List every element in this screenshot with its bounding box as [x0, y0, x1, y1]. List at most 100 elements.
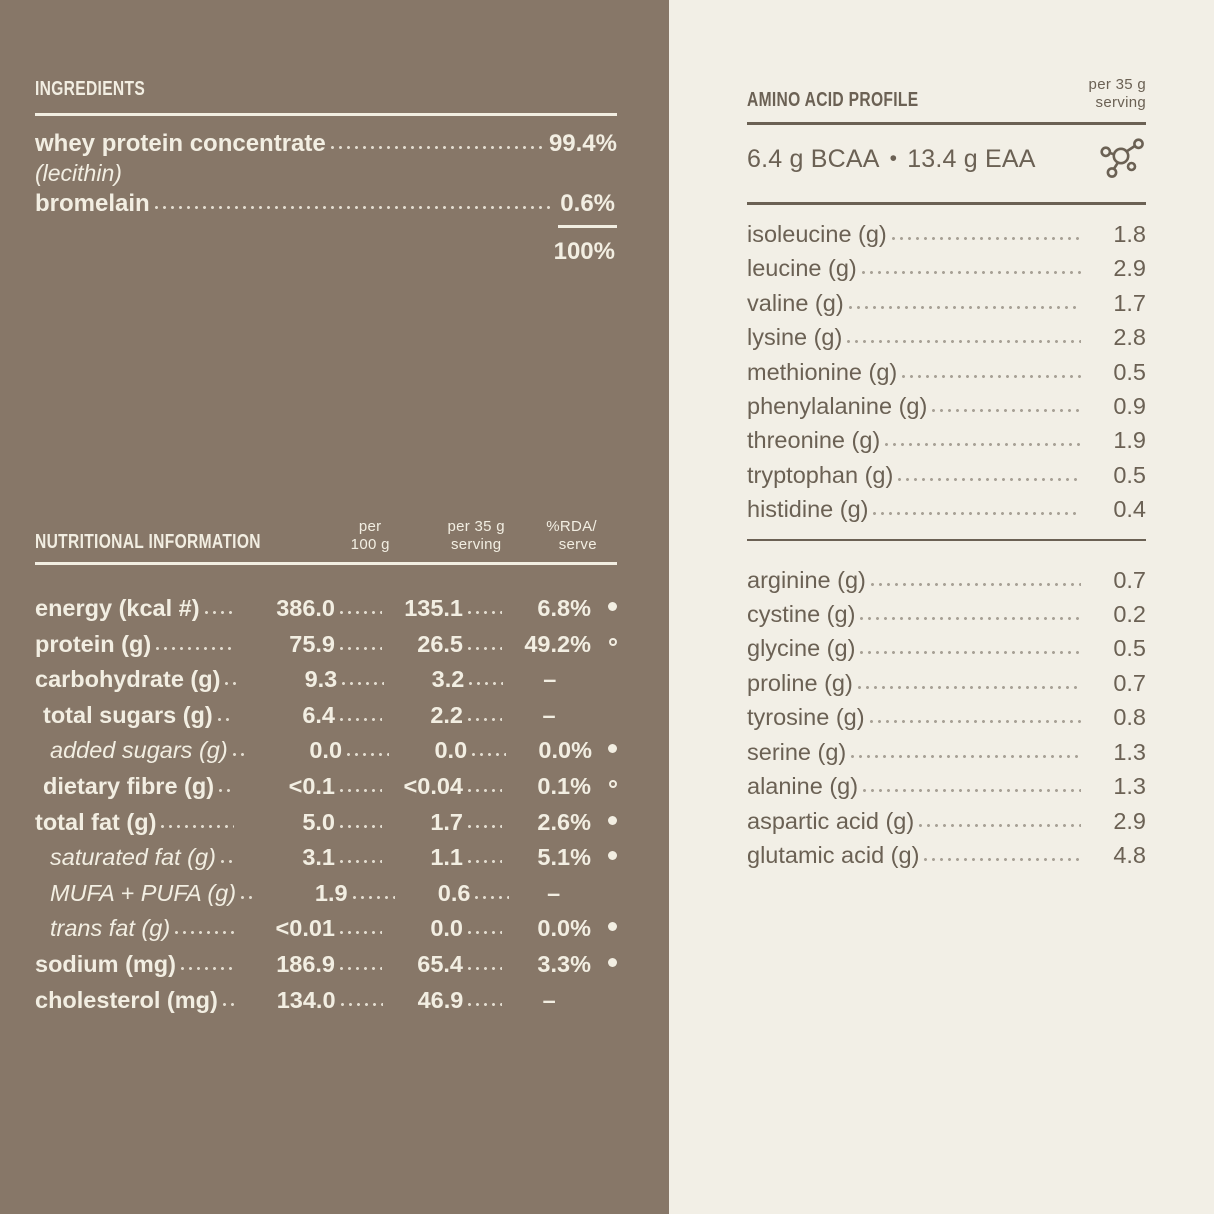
dotted-leader — [869, 720, 1081, 724]
rda-bullet — [591, 840, 617, 876]
amino-name: alanine (g) — [747, 773, 859, 800]
rda-bullet — [591, 947, 617, 983]
amino-rows-nonessential: arginine (g) 0.7 cystine (g) 0.2 glycine… — [747, 541, 1146, 873]
dotted-leader — [468, 788, 502, 792]
dotted-leader — [175, 931, 234, 935]
value-per-100g: 1.9 — [314, 879, 348, 906]
nutrient-name: carbohydrate (g) — [35, 666, 221, 693]
ingredient-row: whey protein concentrate 99.4% — [35, 128, 617, 159]
value-per-100g: 134.0 — [276, 986, 336, 1013]
amino-row: tryptophan (g) 0.5 — [747, 458, 1146, 492]
dotted-leader — [222, 1002, 235, 1006]
amino-value: 0.5 — [1113, 461, 1146, 488]
bullet-icon — [608, 957, 617, 967]
value-rda: 6.8% — [537, 595, 591, 621]
amino-value: 1.3 — [1113, 738, 1146, 765]
amino-acid-panel: AMINO ACID PROFILE per 35 g serving 6.4 … — [669, 0, 1214, 1214]
dotted-leader — [342, 682, 385, 686]
amino-row: isoleucine (g) 1.8 — [747, 217, 1146, 251]
bullet-icon — [608, 744, 617, 754]
nutrient-name: energy (kcal #) — [35, 595, 200, 621]
amino-name: leucine (g) — [747, 255, 857, 282]
amino-name: tyrosine (g) — [747, 704, 865, 731]
rda-bullet — [591, 911, 617, 947]
amino-value: 0.4 — [1113, 496, 1146, 523]
amino-value: 0.5 — [1113, 635, 1146, 662]
value-per-35g: 26.5 — [417, 630, 463, 657]
nutrient-name: MUFA + PUFA (g) — [50, 879, 237, 906]
amino-value: 1.3 — [1113, 773, 1146, 800]
nutrition-divider — [35, 562, 617, 565]
dotted-leader — [340, 824, 382, 828]
ingredient-name: whey protein concentrate — [35, 130, 326, 157]
value-per-100g: 186.9 — [276, 950, 335, 977]
amino-section: AMINO ACID PROFILE per 35 g serving 6.4 … — [747, 76, 1146, 872]
dotted-leader — [468, 611, 502, 614]
amino-row: proline (g) 0.7 — [747, 666, 1146, 700]
dotted-leader — [469, 682, 504, 686]
dotted-leader — [860, 651, 1081, 655]
dotted-leader — [475, 895, 510, 899]
nutrient-name: added sugars (g) — [50, 737, 228, 764]
value-per-100g: <0.01 — [275, 915, 335, 942]
value-per-35g: 0.0 — [434, 737, 468, 764]
amino-name: glycine (g) — [747, 635, 856, 662]
bullet-icon — [608, 815, 617, 825]
dotted-leader — [848, 305, 1081, 309]
amino-name: aspartic acid (g) — [747, 807, 915, 834]
rda-bullet — [591, 805, 617, 841]
dotted-leader — [217, 717, 234, 721]
amino-name: valine (g) — [747, 289, 844, 316]
bcaa-summary-row: 6.4 g BCAA • 13.4 g EAA — [747, 125, 1146, 192]
dotted-leader — [340, 966, 382, 970]
dotted-leader — [340, 646, 382, 650]
eaa-amount: 13.4 g EAA — [907, 144, 1036, 173]
amino-name: serine (g) — [747, 738, 847, 765]
amino-subtitle: per 35 g serving — [1088, 76, 1146, 111]
amino-row: histidine (g) 0.4 — [747, 492, 1146, 526]
dotted-leader — [873, 512, 1081, 516]
nutrition-title: NUTRITIONAL INFORMATION — [35, 531, 261, 553]
value-rda: 0.0% — [538, 737, 592, 764]
value-per-100g: <0.1 — [288, 772, 335, 799]
amino-row: methionine (g) 0.5 — [747, 355, 1146, 389]
amino-value: 2.8 — [1113, 324, 1146, 351]
dotted-leader — [352, 895, 395, 899]
amino-name: tryptophan (g) — [747, 461, 894, 488]
amino-row: aspartic acid (g) 2.9 — [747, 804, 1146, 838]
value-rda: – — [542, 986, 556, 1013]
dotted-leader — [161, 824, 234, 828]
nutrition-row: energy (kcal #) 386.0 135.1 6.8% — [35, 591, 617, 627]
amino-row: alanine (g) 1.3 — [747, 769, 1146, 803]
nutrition-row: total fat (g) 5.0 1.7 2.6% — [35, 805, 617, 841]
bullet-icon — [608, 922, 617, 932]
nutrition-row: cholesterol (mg) 134.0 46.9 – — [35, 983, 617, 1019]
dotted-leader — [241, 895, 254, 899]
amino-value: 1.8 — [1113, 221, 1146, 247]
dotted-leader — [863, 789, 1081, 793]
amino-name: isoleucine (g) — [747, 221, 887, 247]
dotted-leader — [870, 582, 1081, 586]
value-per-35g: 0.0 — [430, 915, 463, 942]
nutrition-row: MUFA + PUFA (g) 1.9 0.6 – — [35, 876, 617, 912]
amino-value: 0.2 — [1113, 601, 1146, 628]
molecule-icon — [1100, 138, 1144, 178]
dotted-leader — [340, 611, 382, 614]
nutrient-name: total fat (g) — [35, 808, 157, 835]
ingredients-nutrition-panel: INGREDIENTS whey protein concentrate 99.… — [0, 0, 669, 1214]
amino-row: tyrosine (g) 0.8 — [747, 700, 1146, 734]
value-rda: 2.6% — [537, 808, 591, 835]
dotted-leader — [847, 340, 1081, 344]
amino-row: glycine (g) 0.5 — [747, 631, 1146, 665]
nutrition-row: protein (g) 75.9 26.5 49.2% — [35, 627, 617, 663]
value-rda: 5.1% — [537, 844, 591, 871]
nutrition-row: added sugars (g) 0.0 0.0 0.0% — [35, 733, 617, 769]
rda-bullet — [591, 627, 617, 663]
bcaa-summary: 6.4 g BCAA • 13.4 g EAA — [747, 145, 1036, 174]
amino-row: arginine (g) 0.7 — [747, 563, 1146, 597]
dotted-leader — [468, 860, 502, 864]
dotted-leader — [468, 824, 502, 828]
col-header-rda: %RDA/ serve — [546, 518, 597, 553]
dotted-leader — [468, 1002, 503, 1006]
ingredient-row: bromelain 0.6% — [35, 188, 617, 228]
